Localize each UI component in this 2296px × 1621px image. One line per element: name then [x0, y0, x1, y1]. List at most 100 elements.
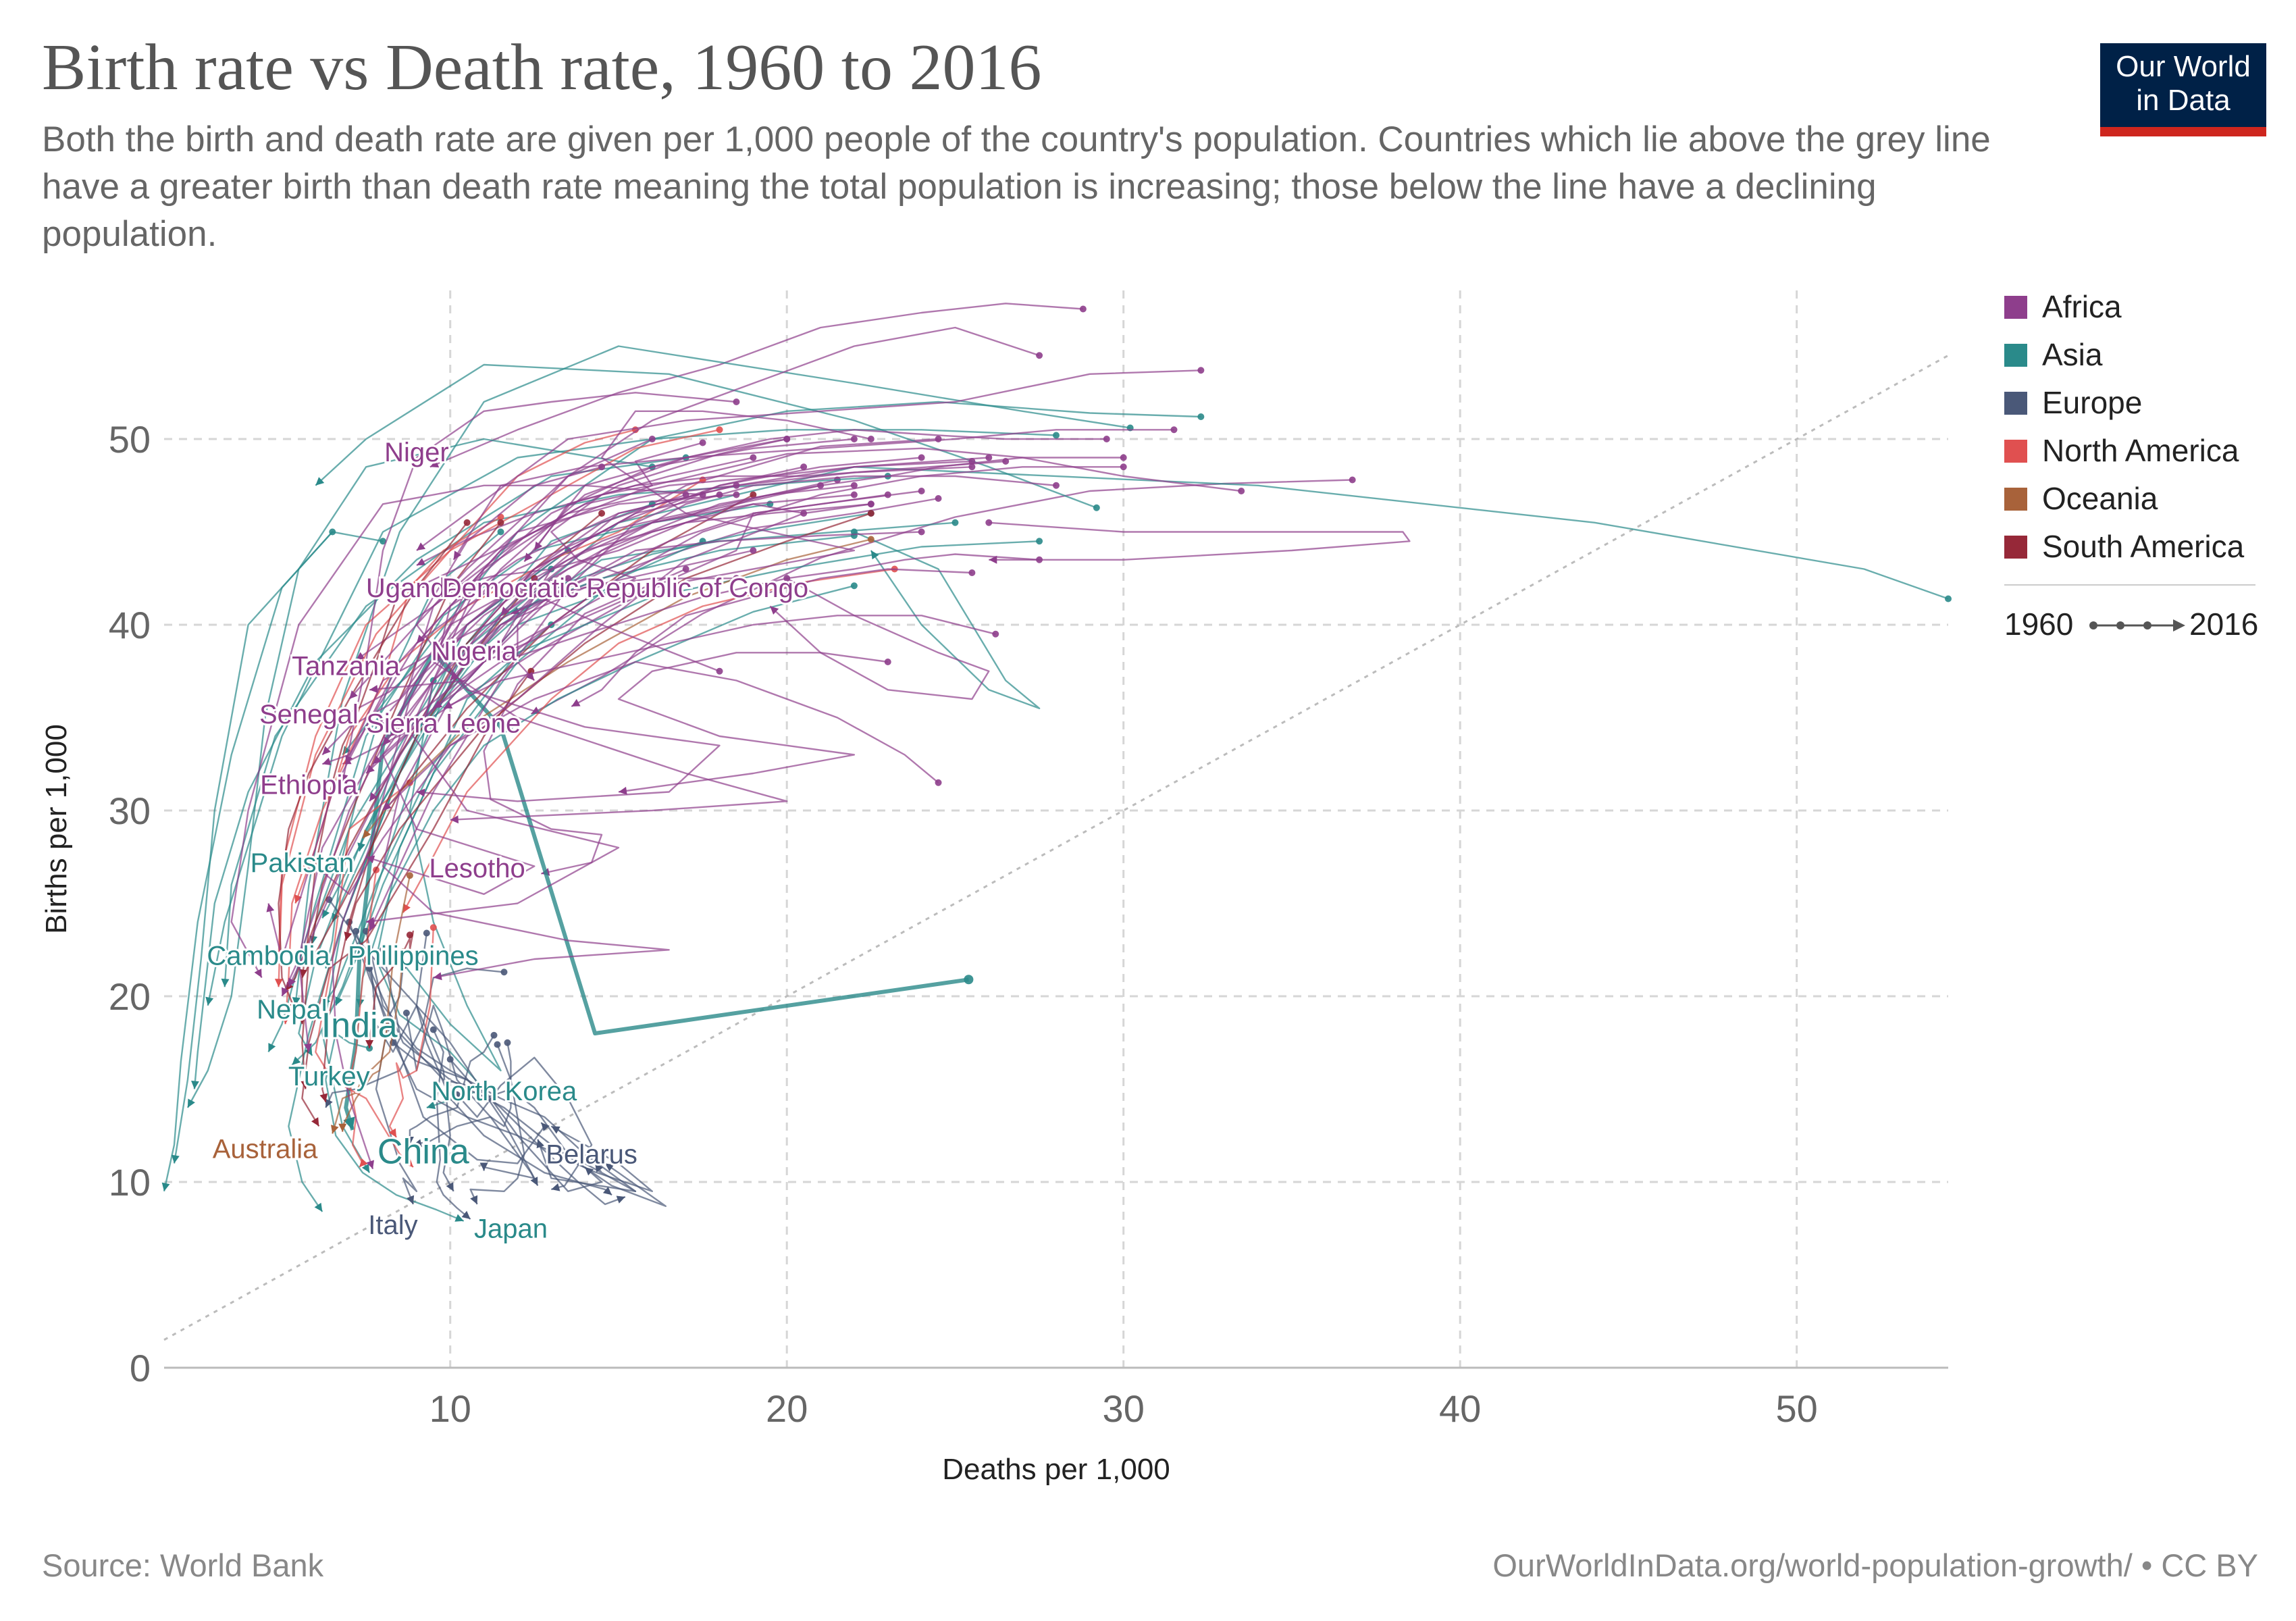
trajectory-line — [315, 363, 1097, 509]
x-tick-label: 40 — [1439, 1387, 1481, 1430]
trajectory-start-point — [1053, 482, 1060, 489]
trajectory-start-point — [750, 547, 757, 554]
trajectory-end-arrow — [376, 718, 385, 727]
x-axis-title: Deaths per 1,000 — [942, 1453, 1170, 1486]
trajectory-end-arrow — [433, 972, 442, 981]
trajectory-start-point — [733, 575, 740, 582]
legend-item[interactable]: North America — [2004, 433, 2239, 468]
legend-label: Europe — [2042, 385, 2142, 420]
country-label: Australia — [213, 1134, 318, 1164]
trajectory-end-arrow — [429, 460, 440, 468]
trajectory-end-arrow — [338, 1123, 347, 1132]
trajectory-start-point — [366, 944, 373, 952]
trajectory-start-point — [1120, 454, 1127, 461]
trajectory-end-arrow — [406, 1195, 415, 1204]
country-label: Uganda — [366, 573, 461, 603]
trajectory-start-point — [783, 575, 791, 582]
trajectory-start-point — [867, 500, 875, 508]
trajectory-start-point — [699, 439, 706, 446]
trajectory-line — [415, 466, 721, 802]
trajectory-end-arrow — [361, 1163, 370, 1173]
trajectory-start-point — [1197, 367, 1205, 374]
x-tick-label: 50 — [1776, 1387, 1818, 1430]
legend-item[interactable]: Oceania — [2004, 481, 2158, 516]
country-label: Belarus — [546, 1140, 637, 1170]
time-legend-dot — [2089, 621, 2097, 629]
country-label: Tanzania — [292, 651, 400, 681]
legend-swatch — [2004, 536, 2027, 559]
trajectory-line — [369, 577, 737, 691]
chart-subtitle: Both the birth and death rate are given … — [42, 120, 1991, 254]
trajectory-line — [278, 522, 468, 1012]
trajectory-line — [368, 948, 454, 1192]
trajectory-start-point — [490, 1031, 498, 1039]
trajectory-start-point — [850, 436, 858, 442]
legend-item[interactable]: Europe — [2004, 385, 2142, 420]
y-tick-label: 0 — [130, 1347, 151, 1389]
trajectory-line — [398, 680, 502, 1072]
y-tick-label: 10 — [109, 1161, 151, 1204]
trajectory-end-arrow — [356, 652, 365, 661]
chart-series — [161, 303, 1952, 1222]
trajectory-start-point — [817, 482, 825, 489]
trajectory-start-point — [504, 1039, 511, 1046]
trajectory-line — [278, 429, 720, 960]
logo-line-1: Our World — [2116, 50, 2251, 83]
trajectory-start-point — [329, 528, 336, 536]
footer-url-link[interactable]: OurWorldInData.org/world-population-grow… — [1492, 1547, 2258, 1583]
country-label: Senegal — [259, 700, 359, 729]
trajectory-end-arrow — [534, 541, 543, 550]
chart-grid — [164, 290, 1948, 1368]
legend-item[interactable]: Africa — [2004, 289, 2122, 324]
trajectory-start-point — [463, 593, 471, 600]
trajectory-start-point — [850, 491, 858, 498]
trajectory-line — [388, 927, 434, 1138]
legend-item[interactable]: Asia — [2004, 337, 2103, 372]
trajectory-start-point — [402, 1009, 410, 1017]
trajectory-line — [315, 512, 804, 896]
trajectory-line — [989, 521, 1411, 561]
country-label: Niger — [384, 438, 449, 467]
legend-item[interactable]: South America — [2004, 529, 2245, 564]
trajectory-end-arrow — [335, 996, 343, 1006]
trajectory-end-arrow — [221, 978, 230, 987]
trajectory-start-point — [429, 924, 437, 931]
trajectory-start-point — [1120, 463, 1127, 471]
trajectory-end-arrow — [416, 558, 426, 565]
trajectory-start-point — [867, 436, 875, 442]
trajectory-start-point — [1036, 352, 1043, 359]
trajectory-end-arrow — [161, 1182, 170, 1191]
trajectory-line — [416, 447, 1242, 589]
trajectory-end-arrow — [605, 1163, 615, 1172]
trajectory-start-point — [968, 463, 976, 471]
trajectory-line — [432, 1029, 471, 1220]
trajectory-end-arrow — [323, 959, 332, 969]
trajectory-end-arrow — [359, 1158, 368, 1167]
trajectory-line — [267, 484, 737, 960]
trajectory-line — [854, 531, 1041, 710]
trajectory-end-arrow — [282, 1015, 290, 1025]
trajectory-end-arrow — [470, 1195, 478, 1204]
trajectory-end-arrow — [304, 1043, 312, 1052]
trajectory-line — [452, 429, 1174, 561]
trajectory-line — [301, 587, 401, 978]
trajectory-start-point — [867, 536, 875, 543]
trajectory-start-point — [497, 519, 504, 526]
trajectory-start-point — [682, 565, 689, 573]
trajectory-end-arrow — [530, 1177, 538, 1186]
trajectory-line — [533, 460, 1006, 551]
trajectory-line — [500, 553, 1040, 663]
x-tick-label: 30 — [1103, 1387, 1145, 1430]
trajectory-end-arrow — [446, 1182, 454, 1191]
trajectory-end-arrow — [421, 718, 429, 727]
our-world-in-data-logo[interactable]: Our World in Data — [2100, 43, 2266, 136]
chart-legend[interactable]: Africa Asia Europe North America Oceania Sout… — [2004, 289, 2255, 586]
country-label: Cambodia — [207, 941, 330, 971]
legend-label: North America — [2042, 433, 2239, 468]
trajectory-end-arrow — [345, 754, 353, 765]
legend-label: Africa — [2042, 289, 2122, 324]
trajectory-start-point — [1036, 538, 1043, 545]
y-tick-label: 30 — [109, 790, 151, 832]
trajectory-start-point — [800, 510, 808, 517]
country-label: India — [321, 1006, 398, 1046]
